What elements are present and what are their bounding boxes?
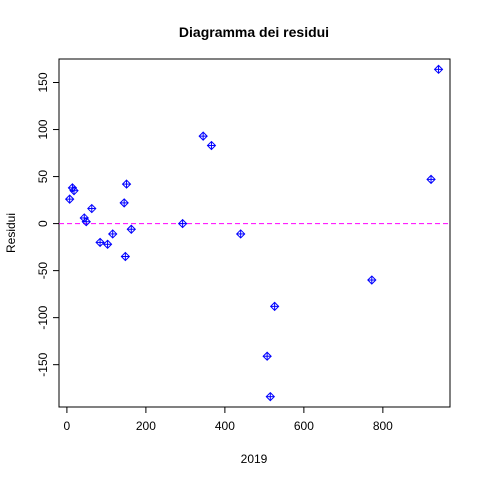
data-point-20 xyxy=(367,275,377,285)
data-point-15 xyxy=(206,140,217,151)
y-tick-label-2: -50 xyxy=(36,262,50,280)
data-point-10 xyxy=(120,251,131,262)
data-point-5 xyxy=(87,203,97,214)
data-point-6 xyxy=(95,237,105,248)
y-tick-label-5: 100 xyxy=(36,119,50,139)
x-tick-label-0: 0 xyxy=(64,419,71,433)
data-point-11 xyxy=(121,179,132,189)
y-axis: -150 -100 -50 0 50 100 150 xyxy=(36,72,59,377)
data-point-22 xyxy=(433,64,444,75)
data-point-14 xyxy=(198,131,208,141)
y-tick-label-0: -150 xyxy=(36,352,50,376)
x-tick-label-4: 800 xyxy=(373,419,393,433)
data-point-18 xyxy=(265,391,276,402)
plot-frame xyxy=(58,58,451,408)
data-point-13 xyxy=(177,218,188,229)
data-point-0 xyxy=(64,194,75,204)
y-axis-label: Residui xyxy=(4,213,18,253)
x-tick-label-1: 200 xyxy=(136,419,156,433)
data-point-16 xyxy=(235,229,246,239)
x-tick-label-2: 400 xyxy=(215,419,235,433)
y-tick-label-3: 0 xyxy=(36,220,50,227)
data-point-12 xyxy=(126,224,136,234)
data-point-8 xyxy=(108,229,118,239)
residual-points xyxy=(64,64,444,402)
x-tick-label-3: 600 xyxy=(294,419,314,433)
y-tick-label-4: 50 xyxy=(36,170,50,184)
data-point-7 xyxy=(102,239,113,249)
data-point-4 xyxy=(81,217,91,227)
chart-title: Diagramma dei residui xyxy=(179,24,329,40)
x-axis: 0 200 400 600 800 xyxy=(64,407,393,433)
y-tick-label-6: 150 xyxy=(36,72,50,92)
data-point-2 xyxy=(69,185,79,196)
y-tick-label-1: -100 xyxy=(36,305,50,329)
data-point-17 xyxy=(262,351,272,361)
data-point-9 xyxy=(119,198,129,208)
x-axis-label: 2019 xyxy=(241,452,268,466)
data-point-21 xyxy=(426,174,436,185)
data-point-19 xyxy=(269,301,280,312)
